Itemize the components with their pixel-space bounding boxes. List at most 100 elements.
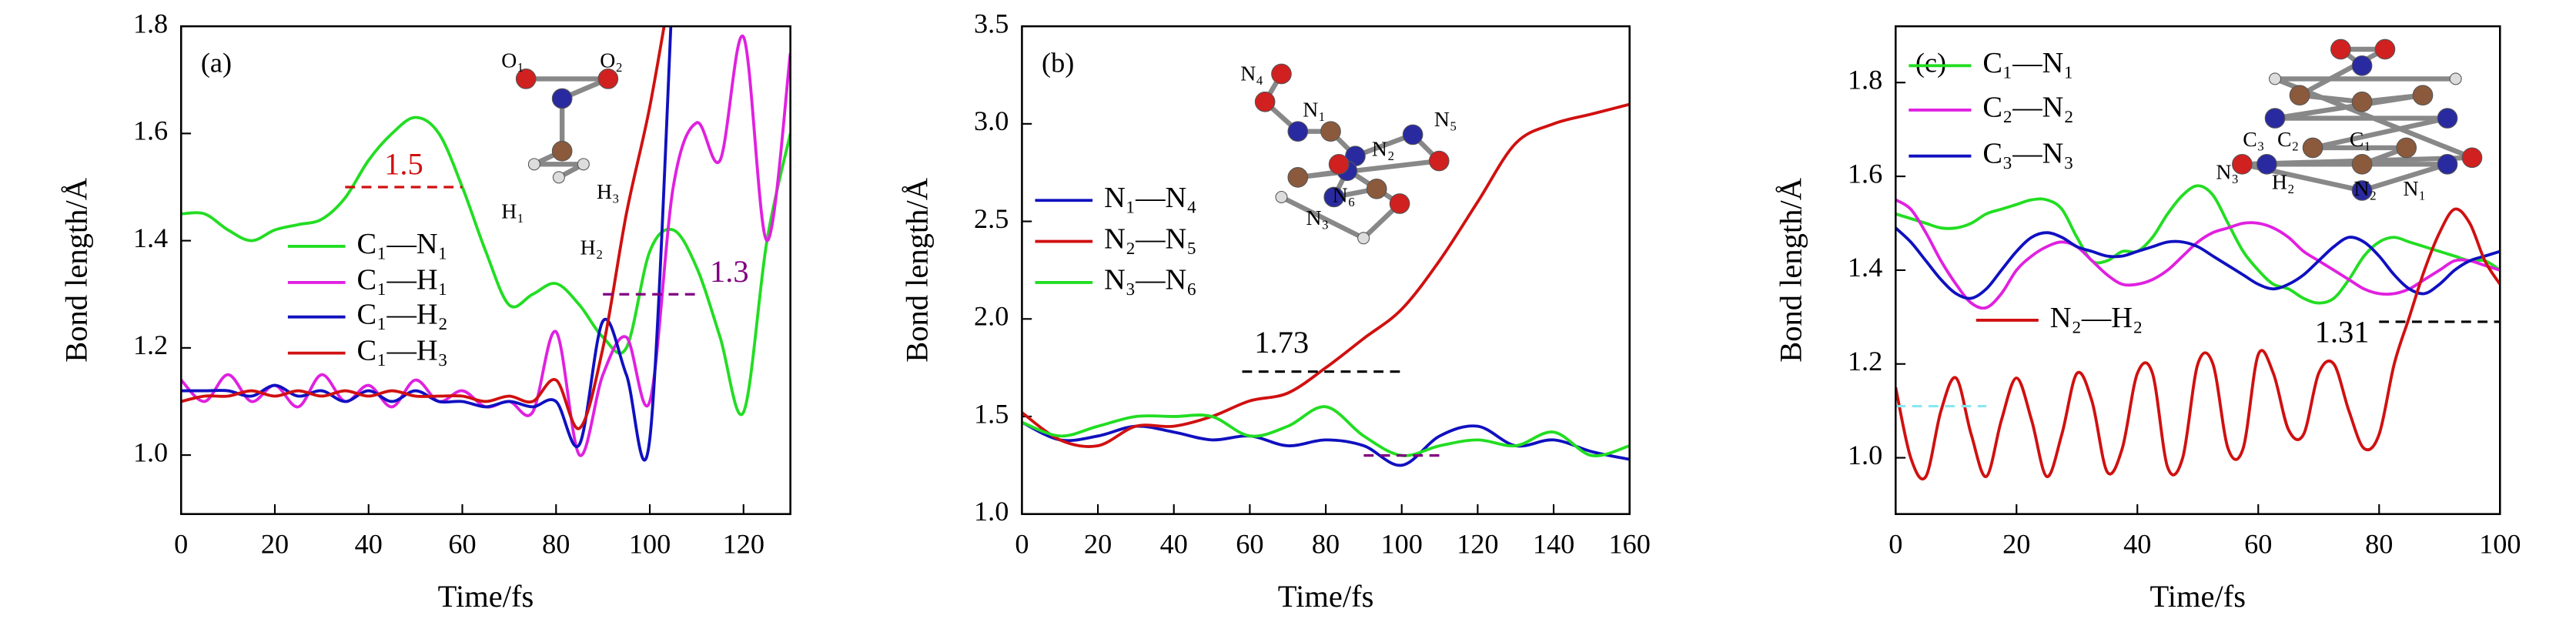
atom — [2289, 85, 2310, 106]
atom — [552, 171, 565, 184]
y-axis-label: Bond length/Å — [59, 178, 93, 363]
x-tick-label: 0 — [1889, 529, 1902, 560]
bond — [2312, 115, 2448, 151]
atom-label: H₁ — [501, 199, 524, 223]
series-line — [181, 26, 666, 430]
panel-label: (c) — [1915, 48, 1946, 79]
legend-label: N₃—N₆ — [1104, 264, 1197, 296]
atom — [1357, 232, 1370, 245]
atom-label: N₅ — [1434, 107, 1457, 131]
atom — [551, 140, 573, 162]
x-tick-label: 40 — [1160, 529, 1188, 560]
bond — [2298, 47, 2387, 98]
x-tick-label: 140 — [1533, 529, 1574, 560]
atom — [2412, 85, 2434, 106]
atom — [2449, 72, 2462, 85]
legend-label: C₁—H₃ — [356, 334, 447, 366]
x-tick-label: 40 — [2123, 529, 2151, 560]
atom — [1366, 178, 1387, 199]
series-line — [1895, 207, 2501, 481]
atom — [2437, 108, 2458, 129]
y-tick-label: 2.0 — [974, 301, 1009, 332]
atom-label: N₁ — [2404, 176, 2427, 200]
atom — [1275, 190, 1288, 203]
atom — [2257, 153, 2277, 175]
atom — [2351, 180, 2373, 201]
legend-label: C₁—H₁ — [356, 264, 447, 296]
atom — [1287, 167, 1309, 188]
atom — [1389, 193, 1410, 214]
y-tick-label: 1.4 — [1848, 252, 1882, 283]
atom-label: O₂ — [600, 48, 623, 72]
atom — [577, 158, 590, 171]
legend-label: N₂—H₂ — [2050, 302, 2143, 334]
atom — [2351, 91, 2373, 112]
atom — [1402, 124, 1423, 146]
legend-label: C₁—N₁ — [1982, 47, 2073, 79]
x-tick-label: 80 — [2365, 529, 2393, 560]
reference-label: 1.3 — [710, 254, 749, 289]
legend-label: C₃—N₃ — [1982, 137, 2073, 169]
atom — [1428, 150, 1450, 172]
atom — [551, 88, 573, 109]
x-tick-label: 0 — [174, 529, 188, 560]
panel-label: (b) — [1042, 48, 1074, 79]
x-axis-label: Time/fs — [2149, 579, 2246, 614]
x-tick-label: 60 — [1236, 529, 1263, 560]
atom-label: H₂ — [580, 236, 604, 259]
atom-label: N₂ — [1372, 137, 1395, 161]
x-tick-label: 100 — [1381, 529, 1423, 560]
y-tick-label: 1.6 — [1848, 158, 1882, 189]
x-tick-label: 60 — [448, 529, 476, 560]
x-axis-label: Time/fs — [1278, 579, 1374, 614]
y-tick-label: 3.0 — [974, 105, 1009, 136]
atom — [1287, 121, 1309, 142]
series-line — [181, 115, 791, 417]
atom — [1328, 153, 1350, 175]
atom — [1254, 91, 1276, 112]
atom — [2264, 108, 2286, 129]
atom — [2351, 55, 2373, 76]
plot-frame — [1021, 25, 1631, 515]
legend-label: C₁—H₂ — [356, 299, 447, 331]
y-axis-label: Bond length/Å — [1773, 178, 1808, 363]
x-tick-label: 80 — [542, 529, 570, 560]
y-tick-label: 1.8 — [1848, 65, 1882, 95]
series-line — [1022, 102, 1630, 448]
series-line — [1022, 420, 1630, 467]
atom-label: C₁ — [2350, 127, 2371, 151]
atom — [1271, 63, 1292, 85]
x-tick-label: 0 — [1015, 529, 1029, 560]
y-tick-label: 1.6 — [133, 115, 168, 146]
atom — [2269, 72, 2282, 85]
panel-label: (a) — [201, 48, 232, 79]
atom — [2330, 38, 2351, 60]
y-tick-label: 1.0 — [133, 437, 168, 467]
x-tick-label: 20 — [2002, 529, 2030, 560]
atom-label: N₃ — [2216, 159, 2239, 183]
atom — [597, 69, 619, 89]
legend-label: N₁—N₄ — [1104, 182, 1197, 214]
atom-label: N₃ — [1306, 206, 1330, 229]
series-line — [1895, 184, 2501, 305]
atom — [2461, 147, 2483, 169]
x-axis-label: Time/fs — [438, 579, 534, 614]
atom-label: C₃ — [2243, 127, 2264, 151]
atom-label: C₂ — [2277, 127, 2299, 151]
y-tick-label: 3.5 — [974, 8, 1009, 38]
reference-label: 1.73 — [1254, 325, 1309, 360]
x-tick-label: 100 — [629, 529, 671, 560]
bond — [2361, 162, 2448, 193]
x-tick-label: 160 — [1609, 529, 1651, 560]
legend-label: C₁—N₁ — [356, 228, 447, 260]
panel: 0 20 40 60 80 100 120 140 160 1.0 1.5 2.0 2.5 3.0 3.5 T… — [899, 8, 1650, 613]
atom-label: N₂ — [2354, 176, 2377, 200]
reference-label: 1.31 — [2315, 314, 2370, 349]
atom — [2302, 137, 2323, 159]
atom — [515, 69, 537, 89]
atom — [2351, 153, 2373, 175]
x-tick-label: 120 — [723, 529, 764, 560]
atom-label: O₁ — [501, 48, 524, 72]
atom-label: N₁ — [1303, 97, 1326, 121]
